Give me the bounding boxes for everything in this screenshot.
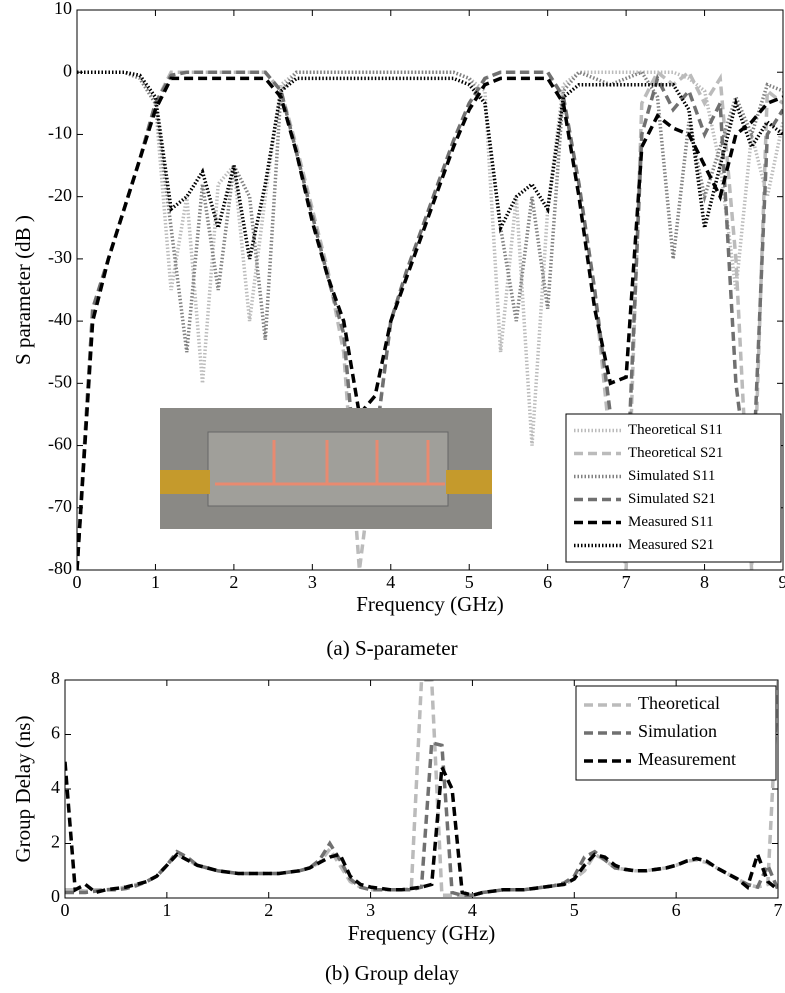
legend-label: Simulated S11 xyxy=(628,468,715,484)
x-tick-label: 2 xyxy=(264,900,273,920)
caption: (b) Group delay xyxy=(325,961,460,985)
legend-box xyxy=(575,685,777,781)
y-axis-label: Group Delay (ns) xyxy=(11,716,35,863)
x-tick-label: 1 xyxy=(162,900,171,920)
y-tick-label: 6 xyxy=(51,723,60,743)
x-tick-label: 3 xyxy=(308,572,317,592)
x-tick-label: 6 xyxy=(543,572,552,592)
s-parameter-chart: -80 -70 -60 -50 -40 -30 -20 -10 0 10 0 1 2 3 4 5 6 7 8 9 The… xyxy=(11,0,785,660)
y-tick-label: 2 xyxy=(51,832,60,852)
y-tick-label: 8 xyxy=(51,668,60,688)
legend-label: Measured S21 xyxy=(628,537,714,553)
y-tick-label: -40 xyxy=(48,309,72,329)
plot-area xyxy=(77,69,783,570)
caption: (a) S-parameter xyxy=(326,636,457,660)
x-tick-label: 8 xyxy=(700,572,709,592)
x-tick-label: 7 xyxy=(622,572,631,592)
plot-area xyxy=(65,680,778,898)
y-tick-label: -30 xyxy=(48,247,72,267)
plot-frame xyxy=(64,679,779,899)
x-tick-label: 7 xyxy=(774,900,783,920)
legend-label: Theoretical xyxy=(638,693,720,713)
x-tick-label: 9 xyxy=(779,572,785,592)
x-tick-label: 2 xyxy=(229,572,238,592)
y-tick-label: 0 xyxy=(63,60,72,80)
inset-photo xyxy=(160,408,492,529)
x-tick-label: 5 xyxy=(570,900,579,920)
legend-box xyxy=(565,413,782,563)
y-tick-label: -50 xyxy=(48,371,72,391)
group-delay-chart: 0 2 4 6 8 0 1 2 3 4 5 6 7 Theoretical Simulation Measur… xyxy=(11,668,783,985)
legend-label: Simulation xyxy=(638,721,717,741)
x-tick-label: 1 xyxy=(151,572,160,592)
y-axis-label: S parameter (dB ) xyxy=(11,215,35,365)
series-line xyxy=(77,70,783,570)
x-tick-label: 4 xyxy=(386,572,395,592)
x-tick-label: 0 xyxy=(73,572,82,592)
y-tick-label: -80 xyxy=(48,558,72,578)
y-tick-label: -60 xyxy=(48,434,72,454)
x-tick-label: 3 xyxy=(366,900,375,920)
x-axis-label: Frequency (GHz) xyxy=(348,921,496,945)
x-tick-label: 0 xyxy=(61,900,70,920)
y-tick-label: 10 xyxy=(54,0,72,18)
legend-label: Theoretical S21 xyxy=(628,445,723,461)
x-tick-label: 6 xyxy=(672,900,681,920)
x-tick-label: 5 xyxy=(465,572,474,592)
y-tick-label: 0 xyxy=(51,886,60,906)
series-line xyxy=(77,76,783,570)
y-tick-label: -70 xyxy=(48,496,72,516)
y-tick-label: 4 xyxy=(51,777,60,797)
series-line xyxy=(77,70,783,353)
y-tick-label: -20 xyxy=(48,185,72,205)
series-line xyxy=(65,760,778,898)
legend-label: Simulated S21 xyxy=(628,491,716,507)
legend-label: Measurement xyxy=(638,749,736,769)
y-tick-label: -10 xyxy=(48,123,72,143)
x-axis-label: Frequency (GHz) xyxy=(356,592,504,616)
x-tick-label: 4 xyxy=(468,900,477,920)
plot-frame xyxy=(76,9,784,571)
legend-label: Theoretical S11 xyxy=(628,422,723,438)
legend-label: Measured S11 xyxy=(628,514,714,530)
series-line xyxy=(77,70,783,260)
